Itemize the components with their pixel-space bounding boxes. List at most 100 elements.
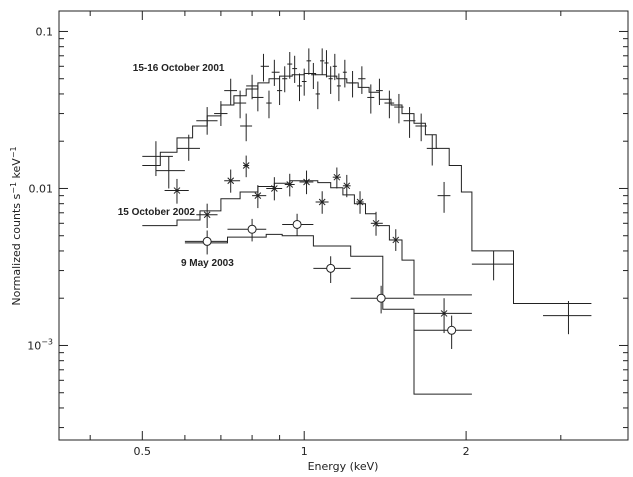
star-marker bbox=[440, 310, 448, 317]
data-point bbox=[384, 90, 395, 119]
data-point bbox=[284, 173, 295, 197]
data-point bbox=[311, 62, 316, 90]
x-tick-label: 1 bbox=[301, 445, 308, 458]
data-point bbox=[252, 185, 267, 209]
x-tick-label: 2 bbox=[463, 445, 470, 458]
star-marker bbox=[227, 177, 235, 185]
data-point bbox=[543, 300, 592, 335]
annotations: 15-16 October 2001 15 October 2002 9 May 2… bbox=[118, 63, 235, 269]
data-point bbox=[184, 230, 228, 255]
data-point bbox=[214, 101, 228, 126]
data-point bbox=[224, 169, 241, 193]
y-tick-label: 10−3 bbox=[27, 337, 53, 352]
data-point bbox=[242, 155, 250, 178]
data-point bbox=[240, 113, 253, 142]
star-marker bbox=[270, 185, 278, 192]
data-point bbox=[315, 81, 321, 110]
series-annotation: 9 May 2003 bbox=[181, 258, 234, 269]
data-point bbox=[271, 59, 280, 86]
data-point bbox=[164, 178, 189, 204]
star-marker bbox=[392, 236, 400, 244]
data-point bbox=[389, 229, 403, 251]
data-point bbox=[324, 50, 329, 78]
data-point bbox=[342, 59, 347, 88]
data-point bbox=[266, 90, 272, 119]
data-point bbox=[287, 51, 293, 79]
tick-marks bbox=[59, 11, 628, 440]
y-tick-label: 0.01 bbox=[29, 182, 54, 195]
plot-frame bbox=[58, 10, 629, 441]
star-marker bbox=[372, 219, 380, 227]
data-point bbox=[426, 134, 438, 166]
y-tick-label: 0.1 bbox=[36, 25, 54, 38]
circle-marker bbox=[247, 224, 257, 234]
circle-marker bbox=[292, 219, 302, 229]
x-axis-label: Energy (keV) bbox=[308, 460, 379, 473]
model-curve-2 bbox=[184, 233, 472, 395]
data-point bbox=[370, 211, 383, 236]
data-point bbox=[367, 84, 375, 114]
data-point bbox=[233, 90, 247, 119]
data-point bbox=[350, 285, 414, 314]
data-point bbox=[471, 250, 514, 281]
data-point bbox=[252, 85, 264, 112]
model-curve-1 bbox=[142, 180, 472, 296]
x-tick-label: 0.5 bbox=[134, 445, 152, 458]
data-point bbox=[299, 170, 314, 195]
data-point bbox=[356, 191, 364, 214]
data-point bbox=[297, 73, 302, 102]
data-point bbox=[306, 48, 312, 75]
data-point bbox=[332, 167, 341, 189]
circle-marker bbox=[376, 293, 386, 303]
star-marker bbox=[254, 192, 262, 200]
data-point bbox=[342, 174, 351, 198]
y-axis-label: Normalized counts s−1 keV−1 bbox=[9, 146, 23, 305]
series-annotation: 15-16 October 2001 bbox=[133, 63, 225, 74]
data-point bbox=[246, 74, 258, 100]
series-annotation: 15 October 2002 bbox=[118, 207, 196, 218]
star-marker bbox=[242, 162, 250, 169]
circle-marker bbox=[202, 236, 212, 246]
data-point bbox=[415, 113, 427, 142]
model-curves bbox=[142, 73, 592, 395]
star-marker bbox=[356, 198, 364, 206]
data-point bbox=[332, 53, 337, 81]
star-marker bbox=[343, 182, 351, 190]
data-point bbox=[320, 48, 325, 75]
data-point bbox=[413, 315, 472, 349]
data-point bbox=[336, 73, 341, 102]
star-marker bbox=[203, 211, 211, 219]
data-point bbox=[403, 107, 416, 138]
data-points bbox=[142, 48, 592, 349]
data-point bbox=[313, 256, 351, 283]
star-marker bbox=[333, 173, 341, 181]
data-point bbox=[413, 298, 472, 334]
data-point bbox=[437, 181, 451, 213]
data-point bbox=[227, 218, 267, 242]
data-point bbox=[315, 191, 329, 214]
data-point bbox=[196, 107, 218, 135]
data-point bbox=[196, 203, 218, 229]
star-marker bbox=[303, 178, 310, 186]
star-marker bbox=[318, 198, 326, 206]
data-point bbox=[292, 55, 298, 83]
tick-labels: 0.5 1 2 0.1 0.01 10−3 bbox=[27, 25, 469, 458]
data-point bbox=[266, 177, 283, 201]
data-point bbox=[276, 78, 283, 106]
circle-marker bbox=[326, 263, 336, 273]
circle-marker bbox=[447, 325, 457, 335]
data-point bbox=[260, 53, 269, 82]
data-point bbox=[348, 70, 357, 98]
data-point bbox=[224, 78, 238, 106]
data-point bbox=[282, 213, 314, 236]
data-point bbox=[376, 78, 383, 106]
data-point bbox=[394, 93, 404, 124]
data-point bbox=[282, 66, 288, 93]
star-marker bbox=[286, 181, 294, 188]
data-point bbox=[301, 68, 307, 96]
data-point bbox=[358, 66, 366, 94]
star-marker bbox=[173, 187, 181, 194]
data-point bbox=[176, 134, 200, 161]
data-point bbox=[328, 66, 333, 94]
